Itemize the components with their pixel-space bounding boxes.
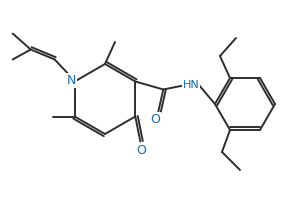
Text: N: N	[67, 74, 76, 87]
Text: O: O	[136, 144, 146, 157]
Text: HN: HN	[183, 79, 200, 90]
Text: O: O	[150, 113, 160, 126]
